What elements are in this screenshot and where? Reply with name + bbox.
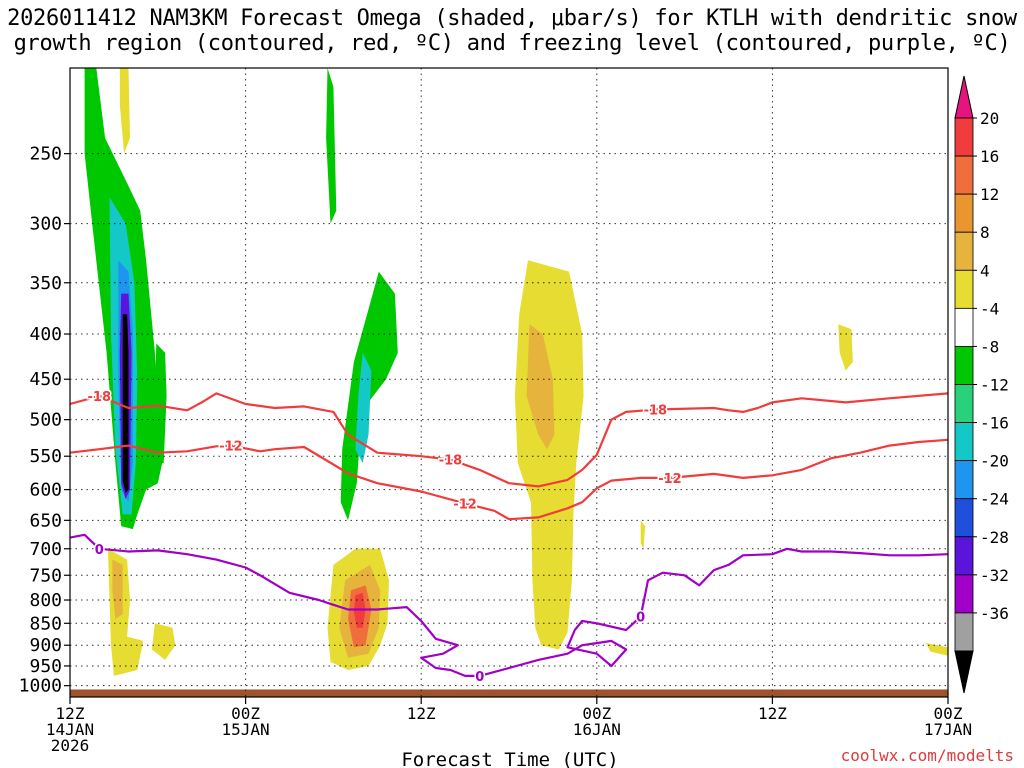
colorbar-label-9: -20 <box>980 452 1009 471</box>
site-credit: coolwx.com/modelts <box>840 746 1014 765</box>
ground-surface <box>70 689 948 697</box>
chart-title: 2026011412 NAM3KM Forecast Omega (shaded… <box>0 6 1024 56</box>
colorbar-label-1: 16 <box>980 147 999 166</box>
x-tick-label-36-0: 00Z <box>582 704 611 723</box>
x-tick-label-36-1: 16JAN <box>573 720 621 739</box>
y-tick-label-550: 550 <box>29 446 62 467</box>
colorbar-label-11: -28 <box>980 528 1009 547</box>
omega-shading-layer <box>84 68 948 676</box>
contour-2 <box>69 533 949 678</box>
colorbar-label-2: 12 <box>980 185 999 204</box>
colorbar-label-12: -32 <box>980 566 1009 585</box>
x-tick-label-60-0: 00Z <box>934 704 963 723</box>
contour-label-2-1: 0 <box>475 670 484 685</box>
y-tick-label-900: 900 <box>29 635 62 656</box>
colorbar-label-13: -36 <box>980 604 1009 623</box>
plot-frame <box>69 67 949 698</box>
colorbar-bin-13 <box>954 612 974 652</box>
colorbar-bin-10 <box>954 498 974 538</box>
contour-label-0-1: -18 <box>439 454 463 469</box>
omega-region-downward-mid-patch <box>640 520 646 549</box>
colorbar-bin-11 <box>954 536 974 576</box>
omega-region-downward-low-early-2 <box>151 623 176 660</box>
omega-region-downward-main-column <box>514 260 584 650</box>
colorbar-bin-3 <box>954 231 974 271</box>
colorbar-label-0: 20 <box>980 109 999 128</box>
omega-region-downward-low-early-orange <box>112 559 123 619</box>
colorbar-top-triangle <box>954 75 974 119</box>
contour-label-layer: -18 -18 -18 -12 -12 -12 0 0 0 <box>86 388 683 686</box>
x-tick-label-0-1: 14JAN <box>46 720 94 739</box>
grid-layer <box>69 68 949 697</box>
y-tick-label-500: 500 <box>29 410 62 431</box>
y-tick-label-300: 300 <box>29 214 62 235</box>
y-tick-label-950: 950 <box>29 656 62 677</box>
colorbar-bottom-triangle <box>954 650 974 694</box>
contour-label-0-2: -18 <box>644 404 668 419</box>
y-tick-label-250: 250 <box>29 144 62 165</box>
omega-region-upward-secondary-column-teal <box>355 352 372 464</box>
colorbar-label-8: -16 <box>980 414 1009 433</box>
omega-region-downward-far-right-patch <box>926 643 948 656</box>
x-tick-label-12-0: 00Z <box>231 704 260 723</box>
colorbar-bin-1 <box>954 155 974 195</box>
omega-region-downward-right-patch <box>838 324 853 371</box>
contour-label-2-2: 0 <box>636 610 645 625</box>
x-tick-label-0-0: 12Z <box>56 704 85 723</box>
omega-region-downward-upper-early <box>119 68 130 154</box>
colorbar-bin-7 <box>954 384 974 423</box>
colorbar-label-3: 8 <box>980 223 990 242</box>
contour-label-0-0: -18 <box>88 390 112 405</box>
y-tick-label-700: 700 <box>29 539 62 560</box>
y-tick-label-800: 800 <box>29 590 62 611</box>
y-tick-label-350: 350 <box>29 273 62 294</box>
x-tick-label-24-0: 12Z <box>407 704 436 723</box>
colorbar-bin-12 <box>954 574 974 614</box>
colorbar: 20 16 12 8 4 -4 -8 -12 -16 -20 -24 -28 -32 -36 <box>954 75 1009 694</box>
title-line-2: growth region (contoured, red, ºC) and f… <box>13 31 1011 56</box>
colorbar-bin-5 <box>954 307 974 347</box>
y-tick-label-400: 400 <box>29 324 62 345</box>
x-axis-label: Forecast Time (UTC) <box>401 749 618 768</box>
colorbar-bin-4 <box>954 269 974 309</box>
contour-label-1-2: -12 <box>658 472 682 487</box>
colorbar-bin-9 <box>954 460 974 500</box>
colorbar-label-5: -4 <box>980 299 999 318</box>
axes-layer: 2503003504004505005506006507007508008509… <box>19 144 972 755</box>
colorbar-label-4: 4 <box>980 261 990 280</box>
contour-label-1-0: -12 <box>219 440 243 455</box>
colorbar-bin-6 <box>954 346 974 385</box>
y-tick-label-450: 450 <box>29 369 62 390</box>
y-tick-label-650: 650 <box>29 510 62 531</box>
y-tick-label-1000: 1000 <box>19 676 62 697</box>
contour-label-2-0: 0 <box>95 543 104 558</box>
omega-region-upward-left-streak <box>154 343 167 464</box>
x-tick-label-0-2: 2026 <box>51 736 90 755</box>
y-tick-label-600: 600 <box>29 480 62 501</box>
x-tick-label-12-1: 15JAN <box>222 720 270 739</box>
colorbar-label-7: -12 <box>980 376 1009 395</box>
colorbar-bin-2 <box>954 193 974 233</box>
ground-layer <box>70 689 948 697</box>
contour-1 <box>69 438 949 521</box>
colorbar-bin-0 <box>954 117 974 157</box>
omega-region-upward-early-column-core <box>122 314 129 493</box>
colorbar-bin-8 <box>954 422 974 462</box>
omega-region-upward-top-streak <box>326 68 337 224</box>
x-tick-label-48-0: 12Z <box>758 704 787 723</box>
title-line-1: 2026011412 NAM3KM Forecast Omega (shaded… <box>7 6 1017 31</box>
colorbar-label-6: -8 <box>980 337 999 356</box>
contour-0 <box>69 392 949 488</box>
contour-layer <box>69 392 949 678</box>
contour-label-1-1: -12 <box>453 497 477 512</box>
omega-region-downward-main-column-orange <box>526 324 555 450</box>
y-tick-label-850: 850 <box>29 613 62 634</box>
x-tick-label-60-1: 17JAN <box>924 720 972 739</box>
y-tick-label-750: 750 <box>29 565 62 586</box>
colorbar-label-10: -24 <box>980 490 1009 509</box>
